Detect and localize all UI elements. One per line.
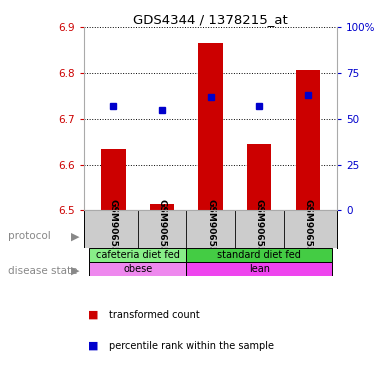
Bar	[89, 262, 187, 276]
Bar	[89, 248, 187, 262]
Text: protocol: protocol	[8, 231, 51, 241]
Text: GSM906556: GSM906556	[157, 199, 167, 259]
Text: standard diet fed: standard diet fed	[217, 250, 301, 260]
Bar	[101, 149, 126, 210]
Text: ▶: ▶	[71, 266, 79, 276]
Bar	[198, 43, 223, 210]
Bar	[247, 144, 272, 210]
Text: disease state: disease state	[8, 266, 77, 276]
Text: GSM906555: GSM906555	[109, 199, 118, 259]
Text: GSM906557: GSM906557	[206, 199, 215, 260]
Text: ■: ■	[88, 341, 98, 351]
Bar	[150, 204, 174, 210]
Text: percentile rank within the sample: percentile rank within the sample	[109, 341, 274, 351]
Text: GSM906559: GSM906559	[303, 199, 313, 260]
Bar	[187, 248, 332, 262]
Text: GSM906558: GSM906558	[255, 199, 264, 259]
Text: ▶: ▶	[71, 231, 79, 241]
Bar	[296, 71, 320, 210]
Text: transformed count: transformed count	[109, 310, 200, 320]
Bar	[187, 262, 332, 276]
Title: GDS4344 / 1378215_at: GDS4344 / 1378215_at	[133, 13, 288, 26]
Text: obese: obese	[123, 264, 152, 274]
Text: cafeteria diet fed: cafeteria diet fed	[96, 250, 180, 260]
Text: lean: lean	[249, 264, 270, 274]
Text: ■: ■	[88, 310, 98, 320]
